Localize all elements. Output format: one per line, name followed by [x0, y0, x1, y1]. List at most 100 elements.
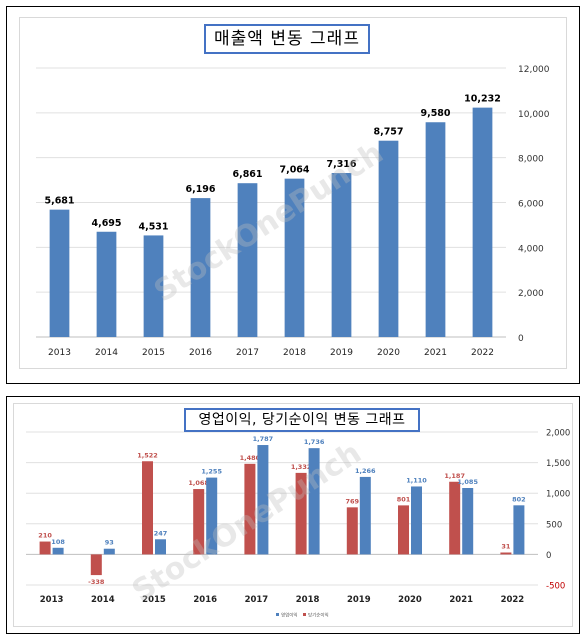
y-tick-label: -500 — [546, 582, 565, 592]
bar — [49, 209, 70, 337]
y-tick-label: 4,000 — [518, 244, 544, 254]
data-label: 10,232 — [464, 94, 501, 105]
data-label: -338 — [88, 578, 105, 586]
data-label: 6,196 — [185, 184, 215, 195]
y-tick-label: 1,000 — [546, 490, 570, 500]
bar — [308, 448, 320, 555]
x-tick-label: 2013 — [48, 348, 71, 358]
bar — [449, 481, 461, 555]
bar — [398, 505, 409, 555]
bar — [500, 552, 512, 555]
x-tick-label: 2016 — [193, 595, 217, 605]
bar — [284, 178, 305, 337]
data-label: 247 — [154, 529, 168, 537]
chart-title: 매출액 변동 그래프 — [204, 24, 370, 54]
legend-label: 당기순이익 — [308, 612, 329, 619]
y-tick-label: 0 — [546, 551, 551, 561]
chart-title: 영업이익, 당기순이익 변동 그래프 — [184, 408, 420, 432]
x-tick-label: 2018 — [296, 595, 320, 605]
legend-label: 영업이익 — [281, 612, 298, 619]
x-tick-label: 2021 — [424, 348, 447, 358]
bar — [257, 445, 269, 555]
legend-swatch — [276, 613, 279, 616]
data-label: 1,255 — [201, 468, 222, 476]
revenue-chart-area: 0 2,000 4,000 6,000 8,000 10,000 12,000 5,681 20… — [19, 17, 567, 369]
data-label: 108 — [51, 538, 65, 546]
y-tick-label: 2,000 — [518, 289, 544, 299]
x-tick-label: 2016 — [189, 348, 212, 358]
x-tick-label: 2017 — [245, 595, 269, 605]
data-label: 1,522 — [137, 451, 158, 459]
data-label: 1,736 — [304, 438, 325, 446]
x-tick-label: 2017 — [236, 348, 259, 358]
bar — [513, 505, 525, 555]
bar — [96, 231, 117, 337]
x-tick-label: 2020 — [398, 595, 422, 605]
x-tick-label: 2019 — [347, 595, 371, 605]
data-label: 1,787 — [253, 435, 274, 443]
y-tick-label: 10,000 — [518, 110, 550, 120]
data-label: 6,861 — [232, 169, 262, 180]
bar — [52, 547, 64, 555]
bar — [472, 107, 493, 338]
bar — [237, 183, 258, 337]
bar — [295, 472, 307, 555]
x-tick-label: 2022 — [471, 348, 494, 358]
bar — [103, 548, 115, 555]
profit-chart-area: -500 0 500 1,000 1,500 2,000 210 -338 1,522 1,068… — [13, 403, 573, 627]
data-label: 1,068 — [188, 479, 209, 487]
data-label: 210 — [38, 532, 52, 540]
data-label: 1,266 — [355, 467, 376, 475]
bar — [244, 463, 256, 555]
bar — [425, 122, 446, 337]
bar — [462, 487, 474, 555]
y-tick-label: 2,000 — [546, 429, 570, 439]
bar — [39, 541, 51, 555]
data-label: 5,681 — [44, 196, 74, 207]
data-label: 1,480 — [240, 454, 261, 462]
x-tick-label: 2018 — [283, 348, 306, 358]
bar — [155, 539, 166, 555]
y-tick-label: 8,000 — [518, 155, 544, 165]
bar — [411, 486, 422, 555]
bar — [331, 172, 352, 337]
bar — [206, 477, 218, 555]
x-tick-label: 2013 — [40, 595, 64, 605]
bar — [190, 198, 211, 337]
y-tick-label: 12,000 — [518, 65, 550, 75]
data-label: 769 — [346, 497, 360, 505]
bar — [359, 476, 371, 555]
y-tick-label: 0 — [518, 334, 524, 344]
data-label: 801 — [397, 495, 411, 503]
data-label: 4,695 — [91, 218, 121, 229]
x-tick-label: 2020 — [377, 348, 400, 358]
x-tick-label: 2015 — [142, 595, 166, 605]
data-label: 1,332 — [291, 463, 312, 471]
data-label: 7,064 — [279, 165, 309, 176]
y-tick-label: 6,000 — [518, 200, 544, 210]
bar — [378, 140, 399, 337]
bar — [346, 507, 358, 555]
x-tick-label: 2022 — [501, 595, 525, 605]
data-label: 1,187 — [444, 472, 465, 480]
x-tick-label: 2019 — [330, 348, 353, 358]
bar — [142, 461, 153, 555]
y-tick-label: 1,500 — [546, 459, 570, 469]
data-label: 8,757 — [373, 127, 403, 138]
data-label: 93 — [105, 539, 114, 547]
data-label: 1,085 — [457, 478, 478, 486]
legend-swatch — [303, 613, 306, 616]
data-label: 9,580 — [420, 108, 450, 119]
revenue-bar-chart: 0 2,000 4,000 6,000 8,000 10,000 12,000 5,681 20… — [36, 65, 550, 358]
data-label: 7,316 — [326, 159, 356, 170]
profit-bar-chart: -500 0 500 1,000 1,500 2,000 210 -338 1,522 1,068… — [26, 429, 570, 619]
x-tick-label: 2014 — [91, 595, 115, 605]
data-label: 4,531 — [138, 221, 168, 232]
x-tick-label: 2015 — [142, 348, 165, 358]
revenue-chart-panel: 0 2,000 4,000 6,000 8,000 10,000 12,000 5,681 20… — [6, 6, 580, 384]
profit-chart-panel: -500 0 500 1,000 1,500 2,000 210 -338 1,522 1,068… — [6, 396, 580, 634]
x-tick-label: 2021 — [449, 595, 473, 605]
bar — [193, 489, 205, 555]
data-label: 1,110 — [406, 476, 427, 484]
data-label: 802 — [512, 495, 526, 503]
